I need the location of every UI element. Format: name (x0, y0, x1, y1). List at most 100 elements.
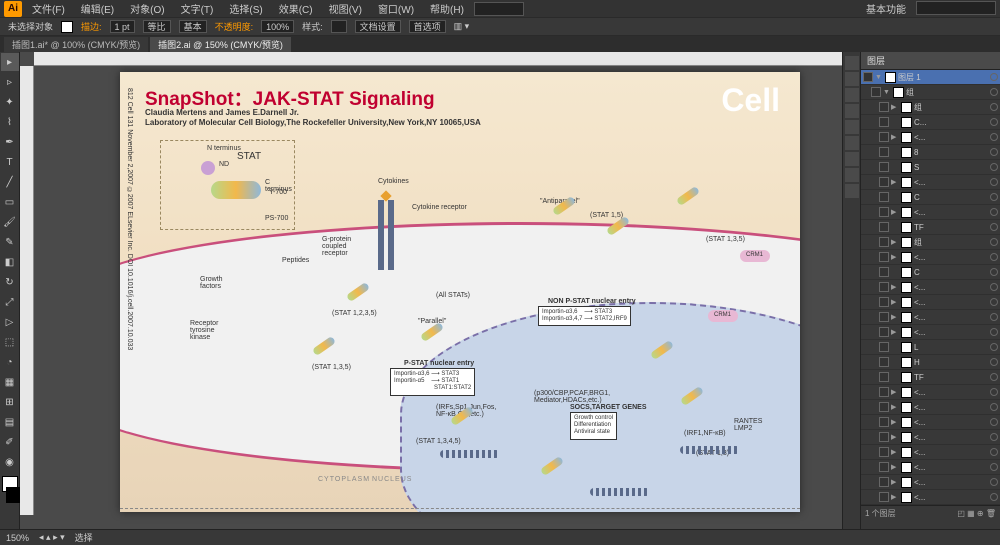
ruler-vertical[interactable] (20, 66, 34, 515)
layer-row[interactable]: ▶<... (861, 250, 1000, 265)
layer-row[interactable]: ▶<... (861, 415, 1000, 430)
zoom-field[interactable]: 150% (6, 533, 29, 543)
fill-swatch[interactable] (61, 21, 73, 33)
layer-row[interactable]: ▶<... (861, 205, 1000, 220)
target-icon[interactable] (990, 433, 998, 441)
mesh-tool[interactable]: ⊞ (1, 393, 19, 411)
pen-tool[interactable]: ✒ (1, 133, 19, 151)
layer-row[interactable]: 8 (861, 145, 1000, 160)
layer-row[interactable]: TF (861, 220, 1000, 235)
layer-row[interactable]: ▶<... (861, 445, 1000, 460)
layer-row[interactable]: C (861, 265, 1000, 280)
pencil-tool[interactable]: ✎ (1, 233, 19, 251)
panel-icon[interactable] (845, 136, 859, 150)
target-icon[interactable] (990, 223, 998, 231)
target-icon[interactable] (990, 193, 998, 201)
direct-selection-tool[interactable]: ▹ (1, 73, 19, 91)
expand-arrow-icon[interactable]: ▶ (891, 463, 899, 471)
target-icon[interactable] (990, 373, 998, 381)
target-icon[interactable] (990, 463, 998, 471)
target-icon[interactable] (990, 388, 998, 396)
visibility-toggle[interactable] (879, 372, 889, 382)
visibility-toggle[interactable] (879, 252, 889, 262)
expand-arrow-icon[interactable]: ▶ (891, 103, 899, 111)
expand-arrow-icon[interactable]: ▶ (891, 403, 899, 411)
layer-row[interactable]: L (861, 340, 1000, 355)
visibility-toggle[interactable] (879, 462, 889, 472)
layer-row[interactable]: C... (861, 115, 1000, 130)
tab-doc2[interactable]: 插图2.ai @ 150% (CMYK/预览) (150, 37, 291, 52)
target-icon[interactable] (990, 163, 998, 171)
visibility-toggle[interactable] (879, 207, 889, 217)
target-icon[interactable] (990, 238, 998, 246)
layer-row[interactable]: ▶<... (861, 475, 1000, 490)
target-icon[interactable] (990, 208, 998, 216)
target-icon[interactable] (990, 478, 998, 486)
target-icon[interactable] (990, 493, 998, 501)
layer-row[interactable]: ▶<... (861, 295, 1000, 310)
help-search[interactable] (916, 1, 996, 15)
perspective-tool[interactable]: ▦ (1, 373, 19, 391)
canvas[interactable]: SnapShot：JAK-STAT Signaling Claudia Mert… (20, 52, 842, 529)
visibility-toggle[interactable] (879, 102, 889, 112)
brush-dropdown[interactable]: 基本 (179, 20, 207, 33)
expand-arrow-icon[interactable]: ▶ (891, 313, 899, 321)
layer-row[interactable]: ▶<... (861, 400, 1000, 415)
visibility-toggle[interactable] (879, 132, 889, 142)
lasso-tool[interactable]: ⌇ (1, 113, 19, 131)
panel-icon[interactable] (845, 72, 859, 86)
visibility-toggle[interactable] (879, 267, 889, 277)
layers-panel-tab[interactable]: 图层 (861, 52, 1000, 70)
expand-arrow-icon[interactable]: ▶ (891, 238, 899, 246)
opacity-field[interactable]: 100% (261, 20, 294, 33)
visibility-toggle[interactable] (879, 492, 889, 502)
panel-icon[interactable] (845, 184, 859, 198)
layer-row[interactable]: S (861, 160, 1000, 175)
target-icon[interactable] (990, 268, 998, 276)
visibility-toggle[interactable] (879, 222, 889, 232)
layer-row[interactable]: C (861, 190, 1000, 205)
visibility-toggle[interactable] (879, 117, 889, 127)
ruler-horizontal[interactable] (34, 52, 842, 66)
visibility-toggle[interactable] (879, 177, 889, 187)
prefs-button[interactable]: 首选项 (409, 20, 446, 33)
visibility-toggle[interactable] (879, 477, 889, 487)
menubar-search[interactable] (474, 2, 524, 16)
layer-row[interactable]: ▶<... (861, 175, 1000, 190)
menu-help[interactable]: 帮助(H) (424, 1, 470, 16)
layer-row[interactable]: ▶<... (861, 430, 1000, 445)
visibility-toggle[interactable] (879, 237, 889, 247)
visibility-toggle[interactable] (863, 72, 873, 82)
layer-row[interactable]: ▶<... (861, 280, 1000, 295)
expand-arrow-icon[interactable]: ▶ (891, 178, 899, 186)
layer-row[interactable]: TF (861, 370, 1000, 385)
target-icon[interactable] (990, 358, 998, 366)
panel-icon[interactable] (845, 152, 859, 166)
menu-view[interactable]: 视图(V) (323, 1, 368, 16)
menu-object[interactable]: 对象(O) (124, 1, 170, 16)
shape-builder-tool[interactable]: ◔ (1, 353, 19, 371)
target-icon[interactable] (990, 328, 998, 336)
visibility-toggle[interactable] (879, 282, 889, 292)
target-icon[interactable] (990, 103, 998, 111)
menu-effect[interactable]: 效果(C) (273, 1, 319, 16)
visibility-toggle[interactable] (879, 432, 889, 442)
target-icon[interactable] (990, 133, 998, 141)
expand-arrow-icon[interactable]: ▶ (891, 478, 899, 486)
target-icon[interactable] (990, 448, 998, 456)
expand-arrow-icon[interactable]: ▶ (891, 253, 899, 261)
panel-icon[interactable] (845, 88, 859, 102)
visibility-toggle[interactable] (879, 192, 889, 202)
visibility-toggle[interactable] (871, 87, 881, 97)
tab-doc1[interactable]: 插图1.ai* @ 100% (CMYK/预览) (4, 37, 148, 52)
target-icon[interactable] (990, 73, 998, 81)
layer-row[interactable]: ▶<... (861, 325, 1000, 340)
selection-tool[interactable]: ▸ (1, 53, 19, 71)
expand-arrow-icon[interactable]: ▶ (891, 418, 899, 426)
menu-type[interactable]: 文字(T) (175, 1, 220, 16)
visibility-toggle[interactable] (879, 342, 889, 352)
target-icon[interactable] (990, 343, 998, 351)
expand-arrow-icon[interactable]: ▶ (891, 328, 899, 336)
expand-arrow-icon[interactable]: ▶ (891, 448, 899, 456)
target-icon[interactable] (990, 118, 998, 126)
